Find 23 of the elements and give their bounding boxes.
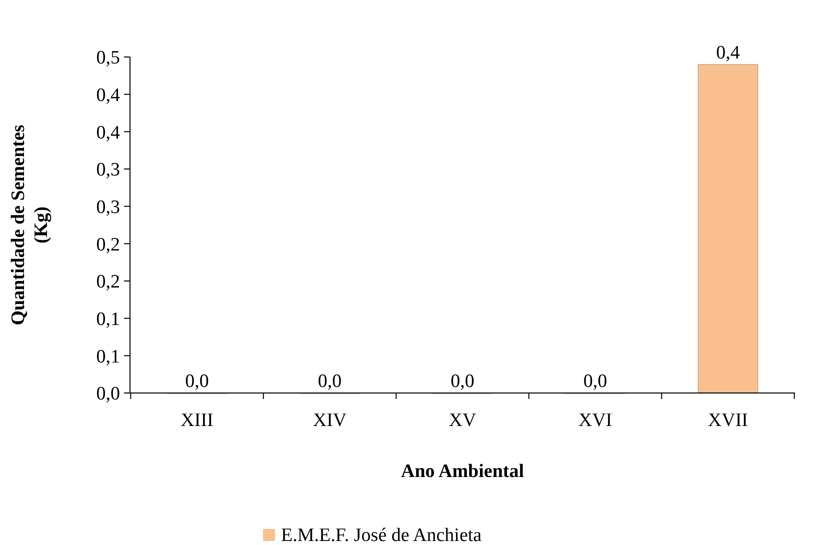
- data-label: 0,4: [716, 42, 740, 64]
- y-tick-label: 0,2: [96, 234, 120, 256]
- data-label: 0,0: [583, 371, 608, 392]
- y-tick-label: 0,4: [96, 84, 120, 106]
- y-tick-label: 0,4: [96, 122, 120, 144]
- data-label: 0,0: [318, 371, 342, 392]
- data-label: 0,0: [450, 371, 474, 392]
- x-axis-title: Ano Ambiental: [401, 461, 524, 482]
- x-tick-label: XVII: [708, 410, 748, 431]
- y-tick-label: 0,0: [96, 384, 120, 405]
- legend-label: E.M.E.F. José de Anchieta: [281, 525, 482, 545]
- x-tick-label: XVI: [578, 410, 612, 431]
- y-tick-label: 0,2: [96, 272, 120, 293]
- x-tick-label: XV: [448, 410, 476, 431]
- y-axis-title: Quantidade de Sementes (Kg): [8, 124, 52, 326]
- y-tick-label: 0,1: [96, 308, 120, 330]
- x-tick-label: XIV: [312, 410, 347, 431]
- data-label: 0,0: [185, 371, 209, 392]
- y-tick-label: 0,5: [96, 48, 120, 69]
- y-tick-label: 0,3: [96, 160, 120, 181]
- x-tick-label: XIII: [180, 410, 214, 431]
- y-tick-label: 0,3: [96, 196, 120, 218]
- y-tick-label: 0,1: [96, 346, 120, 368]
